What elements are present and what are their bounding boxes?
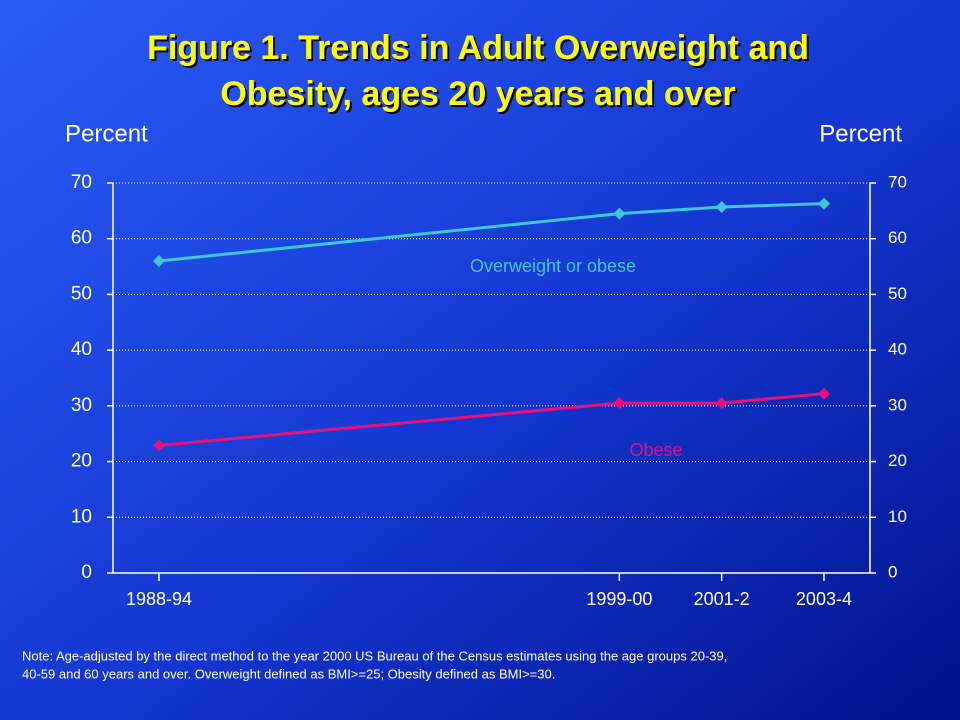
data-point: [153, 439, 166, 452]
data-point: [613, 207, 626, 220]
y-tick-label: 30: [71, 395, 92, 416]
y2-tick-label: 30: [888, 395, 907, 414]
y-tick-label: 40: [71, 339, 92, 360]
x-tick-label: 1988-94: [126, 589, 192, 609]
data-point: [715, 200, 728, 213]
series-label: Obese: [629, 440, 682, 460]
y2-tick-label: 50: [888, 284, 907, 303]
y2-tick-label: 40: [888, 340, 907, 359]
y2-tick-label: 0: [888, 562, 897, 581]
note: Note: Age-adjusted by the direct method …: [22, 648, 727, 663]
y-tick-label: 10: [71, 506, 92, 527]
series-line: [158, 202, 825, 263]
x-tick-label: 2003-4: [796, 589, 852, 609]
y2-axis-label: Percent: [819, 120, 902, 147]
data-point: [817, 197, 830, 210]
data-point: [613, 397, 626, 410]
y2-tick-label: 10: [888, 507, 907, 526]
y2-tick-label: 60: [888, 228, 907, 247]
y-tick-label: 0: [81, 562, 92, 583]
data-point: [153, 255, 166, 267]
y-tick-label: 20: [71, 451, 92, 472]
y-tick-label: 60: [71, 228, 92, 249]
y2-tick-label: 70: [888, 172, 907, 191]
data-point: [715, 397, 728, 410]
series-line: [158, 392, 825, 447]
y-tick-label: 70: [71, 172, 92, 193]
note: 40-59 and 60 years and over. Overweight …: [22, 666, 555, 681]
x-tick-label: 1999-00: [586, 589, 652, 609]
chart-title: Obesity, ages 20 years and over: [220, 75, 735, 113]
y2-tick-label: 20: [888, 451, 907, 470]
y-tick-label: 50: [71, 283, 92, 304]
data-point: [817, 387, 830, 400]
chart-title: Figure 1. Trends in Adult Overweight and: [147, 29, 809, 67]
series-label: Overweight or obese: [470, 256, 636, 276]
x-tick-label: 2001-2: [694, 589, 750, 609]
y-axis-label: Percent: [65, 120, 148, 147]
